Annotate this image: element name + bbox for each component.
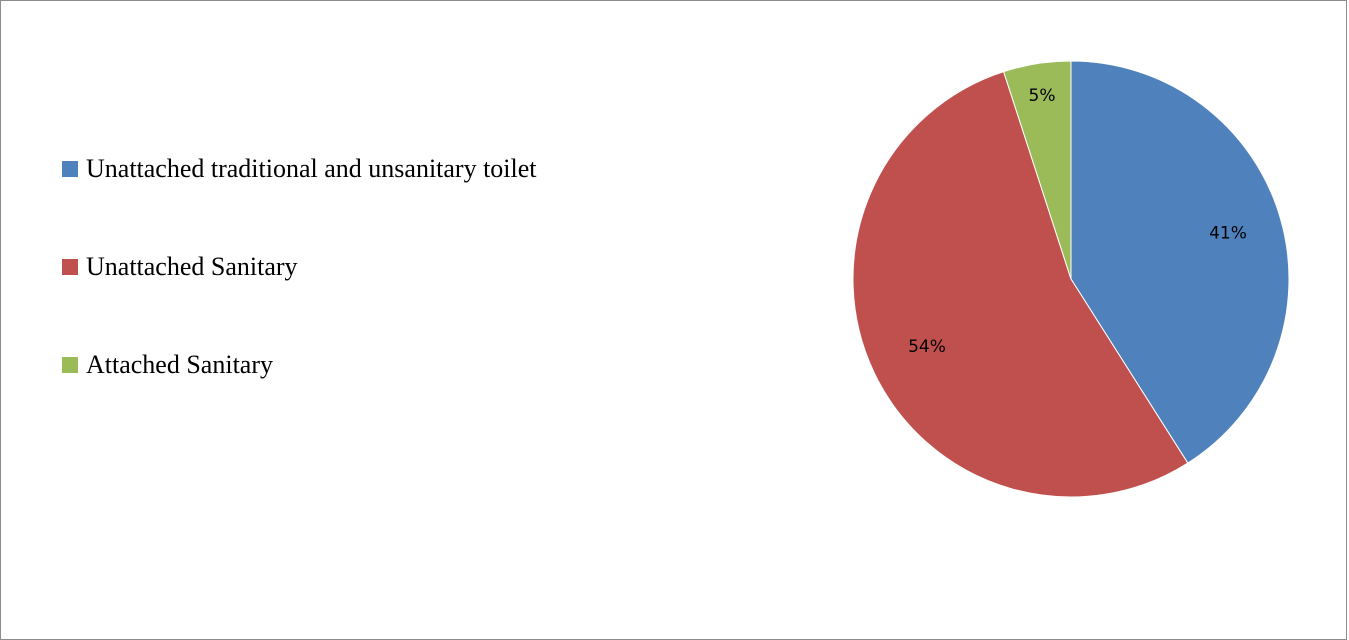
legend-label: Unattached traditional and unsanitary to… xyxy=(86,154,537,183)
pie-chart: 41% 54% 5% xyxy=(852,60,1290,498)
pie-slice-unattached-sanitary xyxy=(852,71,1189,498)
data-label-attached-sanitary: 5% xyxy=(1029,86,1056,106)
legend-swatch-unattached-traditional xyxy=(62,161,78,177)
pie-slice-unattached-traditional xyxy=(1070,60,1290,464)
legend-item-unattached-traditional: Unattached traditional and unsanitary to… xyxy=(62,146,537,192)
legend-item-attached-sanitary: Attached Sanitary xyxy=(62,342,537,388)
legend-swatch-attached-sanitary xyxy=(62,357,78,373)
legend-label: Unattached Sanitary xyxy=(86,252,298,281)
legend-item-unattached-sanitary: Unattached Sanitary xyxy=(62,244,537,290)
data-label-unattached-sanitary: 54% xyxy=(908,337,946,357)
pie-slice-attached-sanitary xyxy=(1002,60,1072,280)
legend-swatch-unattached-sanitary xyxy=(62,259,78,275)
legend-label: Attached Sanitary xyxy=(86,350,273,379)
data-label-unattached-traditional: 41% xyxy=(1209,223,1247,243)
legend: Unattached traditional and unsanitary to… xyxy=(62,146,537,440)
